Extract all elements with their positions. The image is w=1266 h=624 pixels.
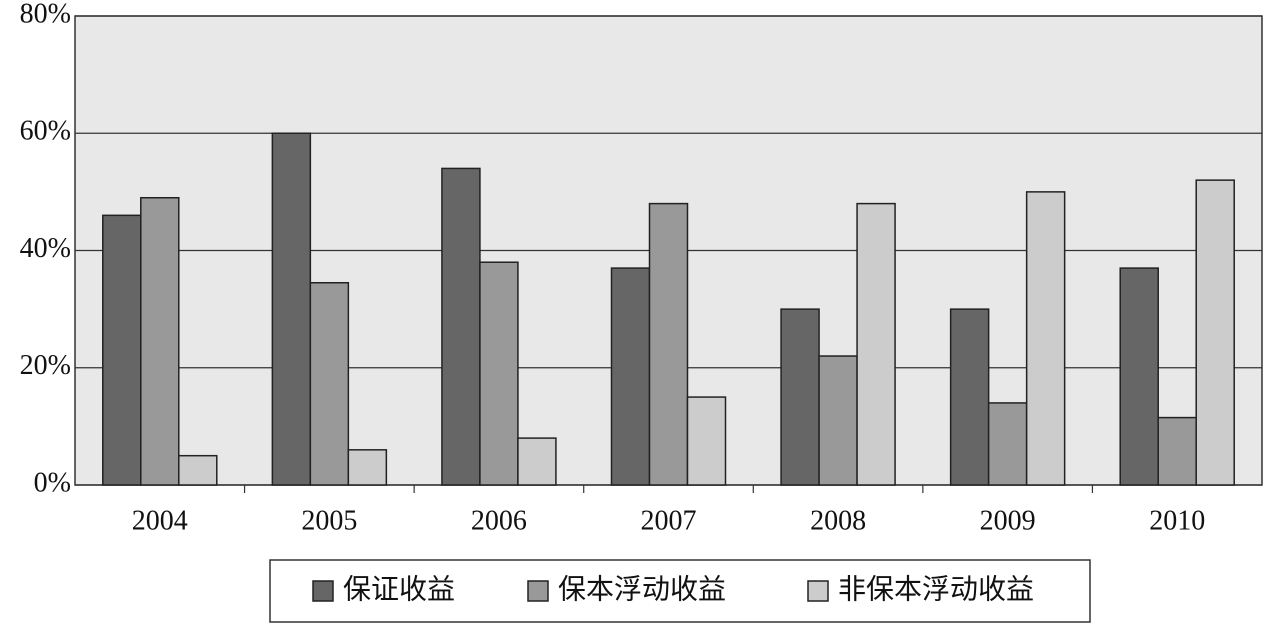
y-tick-label: 80%: [20, 0, 71, 29]
bar: [1195, 179, 1235, 486]
bar: [987, 402, 1028, 486]
y-tick-label: 20%: [20, 350, 71, 381]
bar: [1157, 416, 1197, 486]
legend-label: 非保本浮动收益: [838, 573, 1034, 605]
bar: [648, 202, 689, 486]
legend-swatch: [312, 580, 334, 602]
x-tick-label: 2009: [980, 505, 1036, 536]
y-tick-label: 60%: [20, 116, 71, 147]
y-tick-label: 40%: [20, 233, 71, 264]
legend-swatch: [527, 580, 549, 602]
bar: [271, 132, 312, 486]
bar: [1119, 267, 1159, 486]
x-tick-label: 2005: [301, 505, 357, 536]
x-tick-label: 2010: [1149, 505, 1205, 536]
y-tick-label: 0%: [34, 467, 71, 498]
legend-swatch: [807, 580, 829, 602]
x-tick-label: 2008: [810, 505, 866, 536]
bar: [479, 261, 519, 486]
x-tick-label: 2006: [471, 505, 527, 536]
bar: [309, 281, 350, 486]
bar: [1025, 191, 1066, 486]
bar: [856, 202, 896, 486]
bar: [686, 396, 727, 486]
bar: [949, 308, 990, 486]
bar: [347, 449, 388, 486]
bar: [818, 355, 858, 486]
x-tick-label: 2007: [641, 505, 697, 536]
bar: [102, 214, 142, 486]
bar: [610, 267, 651, 486]
legend-label: 保证收益: [343, 573, 455, 605]
bar: [780, 308, 820, 486]
legend-box: [269, 559, 1091, 623]
bar: [517, 437, 557, 486]
bar: [140, 196, 180, 486]
bar: [441, 167, 481, 486]
legend-label: 保本浮动收益: [558, 573, 726, 605]
bar: [178, 454, 218, 486]
x-tick-label: 2004: [132, 505, 188, 536]
